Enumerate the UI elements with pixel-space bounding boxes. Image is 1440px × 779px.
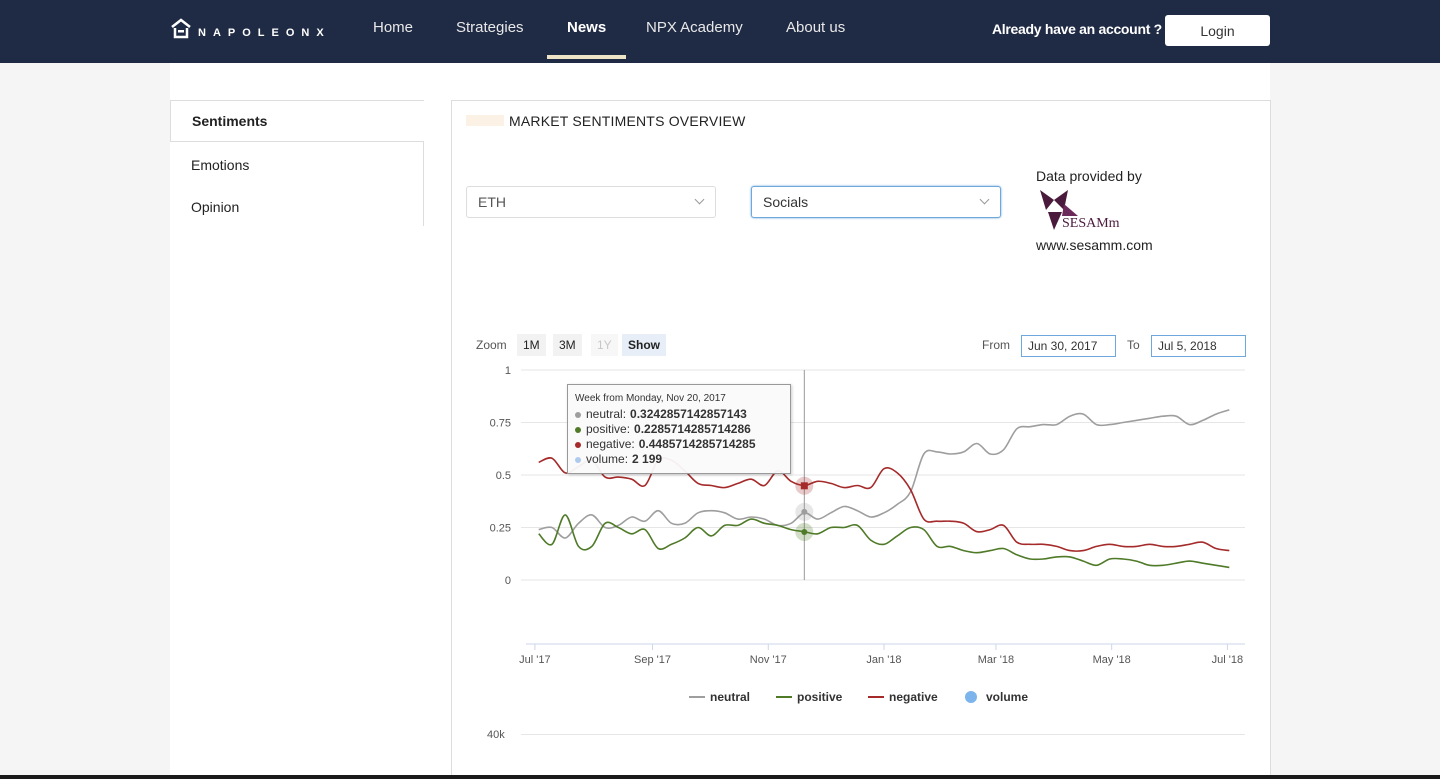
sidebar-divider [423, 141, 424, 226]
x-tick-label: Jul '17 [519, 654, 550, 666]
x-tick-label: Sep '17 [634, 654, 671, 666]
x-tick-label: Jan '18 [866, 654, 901, 666]
legend-label-volume[interactable]: volume [986, 690, 1028, 704]
sesamm-logo[interactable] [1038, 188, 1128, 234]
volume-axis-tick: 40k [487, 729, 505, 741]
legend-label-negative[interactable]: negative [889, 690, 938, 704]
series-line-neutral [538, 409, 1230, 539]
negative-dot-icon [575, 441, 581, 448]
tooltip-row-neutral: neutral: 0.3242857142857143 [575, 407, 783, 422]
zoom-3m-button[interactable]: 3M [553, 334, 582, 356]
x-tick-label: Jul '18 [1212, 654, 1243, 666]
sidebar-item-opinion[interactable]: Opinion [191, 199, 240, 215]
tooltip-volume-name: volume [586, 452, 625, 466]
tooltip-header: Week from Monday, Nov 20, 2017 [575, 393, 726, 404]
tooltip-row-positive: positive: 0.2285714285714286 [575, 422, 783, 437]
tooltip-negative-name: negative [586, 437, 632, 451]
zoom-1m-button[interactable]: 1M [517, 334, 546, 356]
tooltip-row-negative: negative: 0.4485714285714285 [575, 437, 783, 452]
sentiment-line-chart[interactable]: 0 0.25 0.5 0.75 1 Jul '17 Sep '17 Nov '17 Jan '… [451, 360, 1261, 720]
y-tick-label: 0.25 [490, 523, 511, 535]
hover-marker-positive [801, 529, 808, 535]
y-tick-label: 0 [505, 575, 511, 587]
tooltip-positive-name: positive [586, 422, 627, 436]
x-tick-label: Nov '17 [750, 654, 787, 666]
provider-name: SESAMm [1062, 216, 1120, 231]
from-date-input[interactable]: Jun 30, 2017 [1021, 335, 1116, 357]
tooltip-neutral-value: 0.3242857142857143 [630, 407, 747, 421]
asset-select-value: ETH [478, 194, 506, 210]
active-nav-indicator [547, 55, 626, 59]
window-bottom-edge [0, 775, 1440, 779]
account-prompt: Already have an account ? [992, 21, 1162, 37]
legend-label-neutral[interactable]: neutral [710, 690, 750, 704]
title-accent-mark [466, 115, 504, 126]
y-tick-label: 0.75 [490, 418, 511, 430]
x-tick-label: Mar '18 [978, 654, 1014, 666]
volume-dot-icon [575, 456, 581, 463]
chevron-down-icon [979, 194, 990, 205]
x-tick-label: May '18 [1093, 654, 1131, 666]
tooltip-volume-value: 2 199 [632, 452, 663, 466]
neutral-dot-icon [575, 411, 581, 418]
tooltip-neutral-name: neutral [586, 407, 623, 421]
provider-label: Data provided by [1036, 168, 1142, 184]
hover-marker-neutral [801, 508, 808, 515]
logo-text: NAPOLEONX [198, 27, 331, 39]
x-axis-ticks: Jul '17 Sep '17 Nov '17 Jan '18 Mar '18 May '… [519, 644, 1243, 666]
series-line-positive [538, 514, 1230, 569]
hover-marker-negative [800, 482, 808, 490]
nav-home[interactable]: Home [373, 19, 414, 36]
y-tick-label: 0.5 [496, 470, 511, 482]
source-select[interactable]: Socials [751, 186, 1001, 218]
zoom-label: Zoom [476, 338, 507, 352]
chart-legend: neutral positive negative volume [689, 690, 1028, 704]
to-label: To [1127, 338, 1140, 352]
zoom-show-button[interactable]: Show [622, 334, 666, 356]
sidebar-item-sentiments[interactable]: Sentiments [170, 100, 424, 142]
nav-strategies[interactable]: Strategies [456, 19, 524, 36]
chart-tooltip: Week from Monday, Nov 20, 2017 neutral: … [567, 384, 791, 474]
tooltip-positive-value: 0.2285714285714286 [634, 422, 751, 436]
nav-about-us[interactable]: About us [786, 19, 846, 36]
from-label: From [982, 338, 1010, 352]
to-date-input[interactable]: Jul 5, 2018 [1151, 335, 1246, 357]
zoom-1y-button[interactable]: 1Y [591, 334, 618, 356]
volume-gridline [521, 734, 1245, 735]
provider-url[interactable]: www.sesamm.com [1036, 237, 1153, 253]
tooltip-row-volume: volume: 2 199 [575, 452, 783, 467]
positive-dot-icon [575, 426, 581, 433]
y-axis-ticks: 0 0.25 0.5 0.75 1 [490, 365, 511, 587]
house-logo-icon [171, 18, 191, 39]
asset-select[interactable]: ETH [466, 186, 716, 218]
hover-markers [795, 476, 814, 541]
nav-npx-academy[interactable]: NPX Academy [646, 19, 743, 36]
top-navbar: NAPOLEONX Home Strategies News NPX Acade… [0, 0, 1440, 63]
chevron-down-icon [694, 194, 705, 205]
login-button[interactable]: Login [1165, 15, 1270, 46]
panel-title: MARKET SENTIMENTS OVERVIEW [509, 113, 746, 129]
tooltip-negative-value: 0.4485714285714285 [638, 437, 756, 451]
sidebar-item-emotions[interactable]: Emotions [191, 157, 250, 173]
legend-symbol-volume [965, 691, 977, 703]
y-tick-label: 1 [505, 365, 511, 377]
source-select-value: Socials [763, 194, 809, 210]
napoleonx-logo[interactable]: NAPOLEONX [170, 17, 331, 39]
nav-news[interactable]: News [567, 19, 607, 36]
legend-label-positive[interactable]: positive [797, 690, 843, 704]
